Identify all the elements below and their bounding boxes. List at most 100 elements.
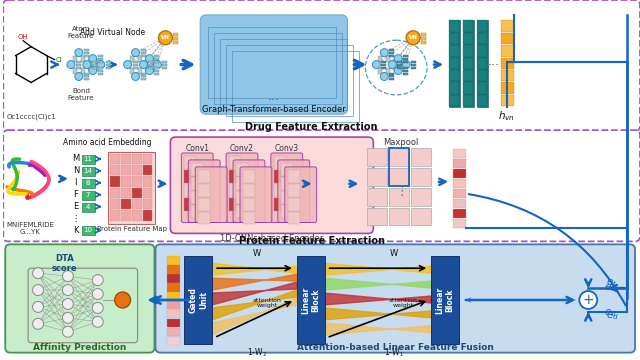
Polygon shape bbox=[212, 290, 297, 320]
Bar bbox=[397, 64, 402, 66]
Text: 7: 7 bbox=[86, 192, 90, 198]
Bar bbox=[98, 58, 103, 60]
Bar bbox=[463, 58, 474, 69]
Polygon shape bbox=[324, 278, 431, 290]
Bar bbox=[198, 170, 210, 183]
Bar bbox=[184, 170, 196, 183]
Bar bbox=[389, 49, 394, 51]
Bar bbox=[411, 67, 416, 68]
Bar bbox=[88, 59, 92, 64]
Bar bbox=[281, 204, 292, 217]
Circle shape bbox=[83, 60, 91, 68]
Bar bbox=[121, 176, 131, 187]
Bar bbox=[397, 67, 402, 68]
Bar bbox=[168, 337, 180, 345]
Bar bbox=[243, 212, 255, 225]
Bar bbox=[92, 67, 97, 68]
Bar bbox=[98, 60, 103, 63]
Bar bbox=[168, 301, 180, 310]
Bar bbox=[367, 208, 387, 225]
Bar bbox=[243, 170, 255, 183]
Bar bbox=[403, 69, 408, 72]
FancyBboxPatch shape bbox=[240, 167, 272, 222]
Bar bbox=[168, 283, 180, 292]
Bar bbox=[106, 67, 111, 68]
Bar bbox=[173, 41, 179, 44]
Text: Conv1: Conv1 bbox=[185, 144, 209, 153]
Bar bbox=[367, 188, 387, 206]
FancyBboxPatch shape bbox=[200, 15, 348, 114]
Bar bbox=[500, 21, 514, 32]
Bar bbox=[229, 156, 241, 169]
Bar bbox=[168, 328, 180, 336]
FancyBboxPatch shape bbox=[233, 160, 265, 222]
Text: +: + bbox=[582, 293, 594, 307]
Bar bbox=[129, 56, 134, 62]
Text: Linear
Block: Linear Block bbox=[301, 286, 321, 314]
Bar bbox=[208, 27, 335, 98]
Bar bbox=[76, 60, 81, 63]
Bar bbox=[132, 67, 138, 68]
Text: Conv2: Conv2 bbox=[230, 144, 254, 153]
Bar bbox=[288, 184, 300, 197]
Bar bbox=[243, 184, 255, 197]
Bar bbox=[477, 70, 487, 81]
Polygon shape bbox=[324, 308, 431, 320]
Circle shape bbox=[92, 275, 103, 285]
Bar bbox=[243, 198, 255, 211]
Bar bbox=[84, 76, 89, 77]
Circle shape bbox=[92, 316, 103, 327]
Polygon shape bbox=[324, 263, 431, 275]
Text: attention
weight: attention weight bbox=[388, 298, 418, 309]
Bar bbox=[378, 56, 382, 62]
Text: DTA
score: DTA score bbox=[52, 253, 77, 273]
Bar bbox=[191, 177, 204, 190]
Bar bbox=[297, 256, 324, 344]
Bar bbox=[453, 169, 466, 178]
Circle shape bbox=[33, 268, 44, 279]
FancyBboxPatch shape bbox=[188, 160, 220, 222]
Text: MNIFEMLRIDE
G...YK: MNIFEMLRIDE G...YK bbox=[6, 222, 54, 235]
Bar bbox=[411, 148, 431, 166]
Bar bbox=[82, 191, 95, 200]
Bar bbox=[152, 64, 156, 71]
Bar bbox=[229, 198, 241, 211]
Text: ⋮: ⋮ bbox=[72, 214, 80, 223]
Bar bbox=[389, 51, 394, 54]
Bar bbox=[84, 51, 89, 54]
Bar bbox=[400, 64, 404, 71]
Bar bbox=[389, 168, 409, 186]
Circle shape bbox=[402, 60, 410, 68]
Bar bbox=[389, 78, 394, 81]
Bar bbox=[132, 210, 141, 221]
Text: ...: ... bbox=[488, 55, 500, 68]
Circle shape bbox=[115, 292, 131, 308]
Bar bbox=[389, 55, 394, 57]
Circle shape bbox=[63, 285, 74, 296]
Bar bbox=[132, 154, 141, 164]
Bar bbox=[387, 56, 390, 62]
Bar bbox=[191, 191, 204, 204]
Bar bbox=[281, 177, 292, 190]
Bar bbox=[88, 64, 92, 71]
Bar bbox=[281, 191, 292, 204]
Bar bbox=[98, 72, 103, 75]
Bar bbox=[393, 64, 397, 71]
Bar bbox=[403, 55, 408, 57]
Circle shape bbox=[380, 72, 388, 81]
Bar bbox=[109, 188, 120, 198]
Bar bbox=[82, 179, 95, 188]
Bar bbox=[163, 67, 168, 68]
Text: $e_t$: $e_t$ bbox=[607, 277, 618, 289]
Bar bbox=[500, 45, 514, 57]
Bar bbox=[129, 68, 134, 73]
Bar bbox=[389, 188, 409, 206]
Text: Add Virtual Node: Add Virtual Node bbox=[80, 28, 145, 37]
Bar bbox=[229, 184, 241, 197]
Bar bbox=[163, 64, 168, 66]
Text: $h_{vn}$: $h_{vn}$ bbox=[498, 109, 515, 123]
Bar bbox=[141, 76, 145, 77]
Bar bbox=[121, 188, 131, 198]
Bar bbox=[500, 58, 514, 69]
Bar bbox=[288, 170, 300, 183]
